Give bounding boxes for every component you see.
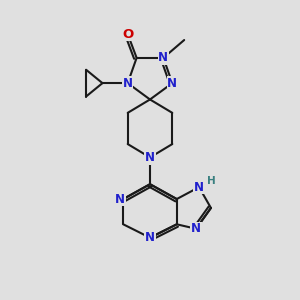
Text: N: N bbox=[191, 222, 201, 235]
Text: N: N bbox=[167, 76, 177, 90]
Text: N: N bbox=[145, 151, 155, 164]
Text: N: N bbox=[123, 76, 133, 90]
Text: O: O bbox=[122, 28, 133, 40]
Text: N: N bbox=[145, 231, 155, 244]
Text: N: N bbox=[194, 181, 204, 194]
Text: N: N bbox=[158, 51, 168, 64]
Text: H: H bbox=[207, 176, 216, 186]
Text: N: N bbox=[115, 193, 125, 206]
